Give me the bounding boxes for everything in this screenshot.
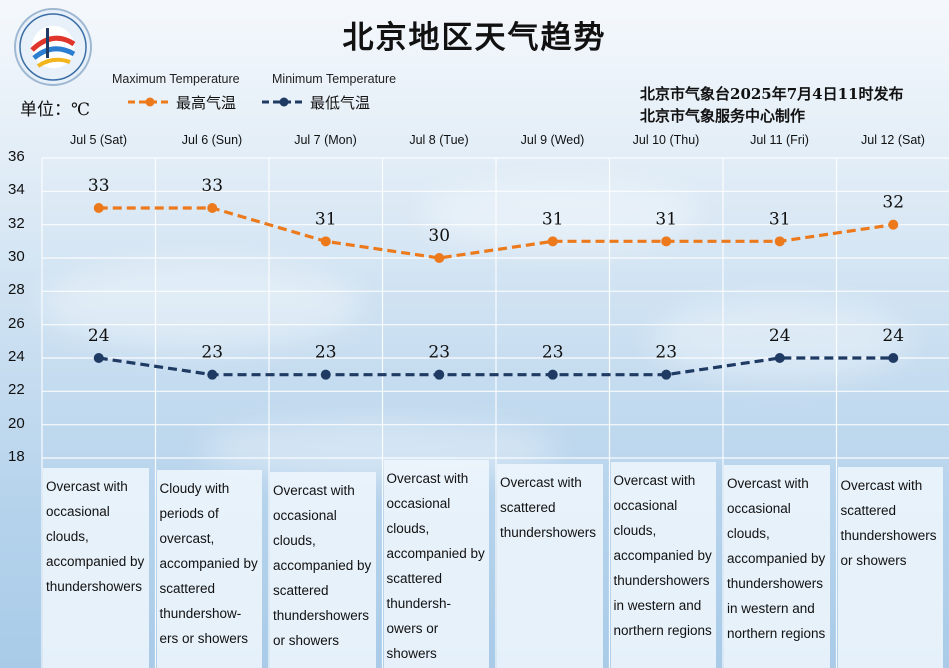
meteorological-service-logo-icon (14, 8, 92, 86)
min-temperature-point (207, 369, 218, 380)
max-temperature-point (774, 236, 785, 247)
max-temperature-data-label: 31 (769, 209, 791, 229)
date-label: Jul 5 (Sat) (70, 133, 127, 147)
max-temperature-point (661, 236, 672, 247)
min-temperature-data-label: 23 (428, 343, 450, 363)
date-label: Jul 8 (Tue) (409, 133, 469, 147)
y-tick-label: 32 (8, 214, 25, 232)
legend-max-english: Maximum Temperature (112, 72, 240, 86)
y-tick-label: 26 (8, 314, 25, 332)
y-tick-label: 28 (8, 281, 25, 299)
background-cloud (650, 300, 910, 380)
forecast-description: Cloudy with periods of overcast, accompa… (156, 470, 262, 668)
forecast-description: Overcast with occasional clouds, accompa… (610, 462, 716, 668)
min-temperature-point (320, 369, 331, 380)
y-tick-label: 20 (8, 414, 25, 432)
min-temperature-data-label: 23 (201, 343, 223, 363)
min-temperature-data-label: 24 (88, 326, 110, 346)
legend-min-label: 最低气温 (310, 94, 371, 112)
date-label: Jul 6 (Sun) (181, 133, 243, 147)
min-temperature-point (661, 369, 672, 380)
forecast-description: Overcast with scattered thundershowers o… (837, 467, 943, 668)
max-temperature-data-label: 31 (542, 209, 564, 229)
max-temperature-point (93, 203, 104, 213)
page-title: 北京地区天气趋势 (342, 20, 607, 56)
forecast-description: Overcast with occasional clouds, accompa… (724, 465, 830, 668)
min-temperature-data-label: 23 (315, 343, 337, 363)
forecast-description: Overcast with occasional clouds, accompa… (383, 460, 489, 668)
y-tick-label: 30 (8, 248, 25, 265)
unit-label: 单位：℃ (20, 100, 91, 120)
max-temperature-data-label: 32 (882, 193, 904, 213)
max-temperature-data-label: 31 (315, 209, 337, 229)
min-temperature-data-label: 24 (769, 326, 791, 346)
date-label: Jul 11 (Fri) (750, 133, 809, 147)
date-label: Jul 10 (Thu) (632, 133, 700, 147)
max-temperature-line (98, 206, 894, 260)
min-temperature-point (774, 353, 785, 363)
max-temperature-point (207, 203, 218, 213)
y-tick-label: 34 (8, 181, 25, 199)
issuer-line-2: 北京市气象服务中心制作 (640, 107, 806, 125)
max-temperature-point (434, 253, 445, 263)
max-temperature-point (888, 219, 899, 230)
max-temperature-data-label: 30 (428, 226, 450, 246)
min-temperature-data-label: 24 (882, 326, 904, 346)
max-temperature-data-label: 33 (88, 176, 110, 196)
max-temperature-data-label: 33 (201, 176, 223, 196)
y-tick-label: 22 (8, 381, 25, 399)
forecast-description: Overcast with scattered thundershowers (497, 464, 603, 668)
forecast-description: Overcast with occasional clouds, accompa… (43, 468, 149, 668)
min-temperature-line (98, 356, 894, 377)
max-temperature-data-label: 31 (655, 209, 677, 229)
date-label: Jul 9 (Wed) (520, 133, 585, 147)
date-label: Jul 12 (Sat) (861, 133, 925, 147)
min-temperature-point (434, 369, 445, 380)
min-temperature-data-label: 23 (542, 343, 564, 363)
max-temperature-point (320, 236, 331, 247)
min-temperature-point (93, 353, 104, 363)
date-label: Jul 7 (Mon) (294, 133, 357, 147)
min-temperature-data-label: 23 (655, 343, 677, 363)
y-tick-label: 36 (8, 148, 25, 165)
legend-max-label: 最高气温 (176, 94, 237, 112)
y-tick-label: 18 (8, 448, 25, 465)
legend-min-english: Minimum Temperature (272, 72, 397, 86)
min-temperature-point (547, 369, 558, 380)
background-cloud (40, 260, 360, 350)
issuer-line-1: 北京市气象台2025年7月4日11时发布 (640, 85, 904, 103)
max-temperature-point (547, 236, 558, 247)
forecast-description: Overcast with occasional clouds, accompa… (270, 472, 376, 668)
min-temperature-point (888, 353, 899, 363)
y-tick-label: 24 (8, 348, 25, 365)
